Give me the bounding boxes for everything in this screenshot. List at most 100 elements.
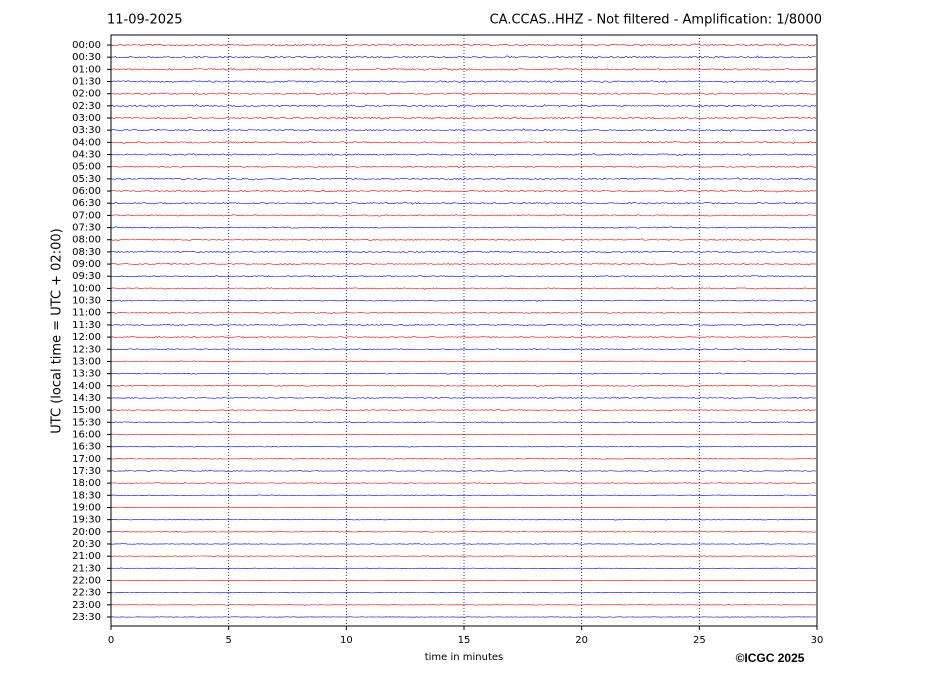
- y-tick-label: 05:30: [72, 174, 101, 185]
- date: 11-09-2025: [107, 13, 183, 28]
- y-tick-label: 05:00: [72, 162, 101, 173]
- y-tick-label: 12:00: [72, 332, 101, 343]
- trace: [110, 409, 817, 412]
- trace: [110, 311, 817, 314]
- y-tick-label: 16:00: [72, 429, 101, 440]
- trace: [110, 360, 817, 363]
- trace: [110, 43, 817, 47]
- y-tick-label: 13:30: [72, 369, 101, 380]
- trace: [110, 567, 817, 570]
- trace: [110, 555, 817, 558]
- trace: [110, 347, 817, 351]
- y-tick-label: 09:00: [72, 259, 101, 270]
- trace: [110, 457, 817, 460]
- y-tick-label: 00:00: [72, 40, 101, 51]
- y-tick-label: 23:00: [72, 600, 101, 611]
- trace: [110, 262, 817, 266]
- trace: [110, 299, 817, 302]
- y-tick-label: 15:00: [72, 405, 101, 416]
- y-tick-label: 08:00: [72, 235, 101, 246]
- trace: [110, 591, 817, 594]
- trace: [110, 372, 817, 375]
- x-tick-label: 5: [225, 635, 231, 646]
- plot-area: [110, 35, 818, 626]
- x-tick-label: 25: [693, 635, 706, 646]
- trace: [110, 275, 817, 278]
- trace: [110, 469, 817, 472]
- y-tick-label: 01:30: [72, 77, 101, 88]
- y-axis-label: UTC (local time = UTC + 02:00): [50, 228, 65, 433]
- y-tick-label: 06:00: [72, 186, 101, 197]
- copyright: ©ICGC 2025: [736, 651, 805, 665]
- trace: [110, 116, 817, 120]
- y-tick-label: 07:00: [72, 210, 101, 221]
- y-tick-label: 23:30: [72, 612, 101, 623]
- y-tick-label: 20:30: [72, 539, 101, 550]
- trace: [110, 189, 817, 193]
- y-tick-label: 22:30: [72, 588, 101, 599]
- x-tick-label: 20: [575, 635, 588, 646]
- y-tick-label: 09:30: [72, 271, 101, 282]
- trace: [110, 579, 817, 582]
- trace: [110, 67, 817, 71]
- trace: [110, 421, 817, 424]
- x-tick-label: 30: [811, 635, 824, 646]
- y-tick-label: 07:30: [72, 223, 101, 234]
- y-tick-label: 15:30: [72, 417, 101, 428]
- trace: [110, 177, 817, 181]
- y-tick-label: 22:00: [72, 575, 101, 586]
- x-tick-label: 0: [108, 635, 114, 646]
- y-tick-label: 13:00: [72, 356, 101, 367]
- y-tick-label: 14:30: [72, 393, 101, 404]
- trace: [110, 543, 817, 545]
- trace: [110, 55, 817, 59]
- y-tick-label: 12:30: [72, 344, 101, 355]
- trace: [110, 445, 817, 448]
- trace: [110, 104, 817, 108]
- trace: [110, 494, 817, 496]
- trace: [110, 518, 817, 521]
- trace: [110, 323, 817, 327]
- y-tick-label: 17:00: [72, 454, 101, 465]
- trace: [110, 335, 817, 339]
- trace: [110, 250, 817, 254]
- x-axis-label: time in minutes: [425, 652, 504, 663]
- y-tick-label: 08:30: [72, 247, 101, 258]
- x-tick-label: 15: [458, 635, 471, 646]
- y-tick-label: 21:30: [72, 563, 101, 574]
- y-tick-label: 20:00: [72, 527, 101, 538]
- x-tick-label: 10: [340, 635, 353, 646]
- y-tick-label: 04:00: [72, 137, 101, 148]
- trace: [110, 604, 817, 606]
- trace: [110, 213, 817, 217]
- y-tick-label: 10:30: [72, 296, 101, 307]
- y-tick-label: 03:30: [72, 125, 101, 136]
- trace: [110, 287, 817, 290]
- trace: [110, 128, 817, 132]
- trace: [110, 396, 817, 399]
- y-tick-label: 21:00: [72, 551, 101, 562]
- trace: [110, 140, 817, 145]
- trace: [110, 506, 817, 509]
- y-tick-label: 19:30: [72, 515, 101, 526]
- y-tick-label: 06:30: [72, 198, 101, 209]
- trace: [110, 165, 817, 169]
- trace: [110, 201, 817, 205]
- trace: [110, 384, 817, 387]
- y-tick-label: 19:00: [72, 502, 101, 513]
- trace: [110, 152, 817, 157]
- trace: [110, 92, 817, 96]
- trace: [110, 530, 817, 533]
- y-tick-label: 16:30: [72, 442, 101, 453]
- y-tick-label: 18:00: [72, 478, 101, 489]
- y-tick-label: 14:00: [72, 381, 101, 392]
- y-tick-label: 18:30: [72, 490, 101, 501]
- trace: [110, 616, 817, 618]
- chart-title: CA.CCAS..HHZ - Not filtered - Amplificat…: [490, 13, 822, 28]
- trace: [110, 80, 817, 83]
- y-tick-label: 04:30: [72, 150, 101, 161]
- y-tick-label: 10:00: [72, 283, 101, 294]
- trace: [110, 433, 817, 436]
- y-tick-label: 03:00: [72, 113, 101, 124]
